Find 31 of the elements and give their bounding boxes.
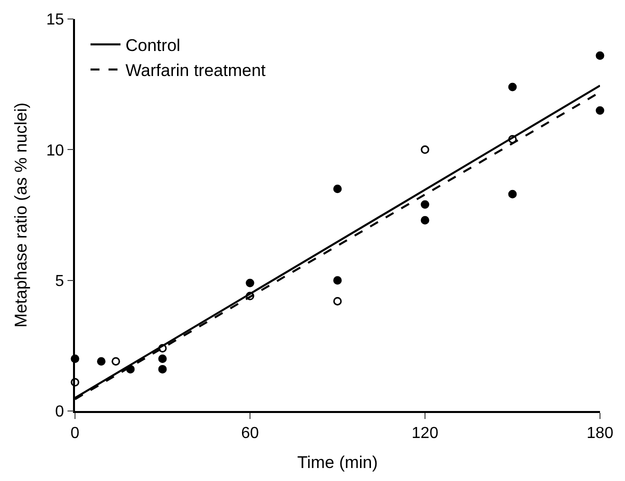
x-tick-label: 120 (412, 424, 438, 442)
point (158, 354, 167, 363)
x-tick-label: 0 (70, 424, 80, 442)
point (596, 106, 604, 115)
x-tick-label: 180 (586, 424, 614, 442)
point (508, 82, 517, 92)
point (333, 184, 342, 194)
point (333, 276, 342, 285)
point (246, 278, 254, 288)
y-axis-title: Metaphase ratio (as % nuclei) (11, 102, 30, 328)
point (333, 296, 342, 306)
point (246, 292, 254, 300)
legend-label: Control (126, 36, 180, 56)
y-tick-label: 10 (46, 142, 64, 160)
point (420, 216, 430, 224)
x-axis-title: Time (min) (297, 452, 378, 472)
point (158, 364, 167, 374)
point (420, 200, 430, 209)
point (70, 378, 80, 386)
point (112, 357, 120, 366)
y-tick-label: 5 (55, 272, 64, 290)
x-tick-label: 60 (241, 424, 259, 442)
point (596, 51, 604, 60)
point (508, 190, 517, 198)
point (508, 134, 517, 144)
y-tick-label: 0 (55, 404, 64, 421)
point (420, 145, 430, 154)
point (97, 357, 106, 366)
y-tick-label: 15 (46, 12, 64, 29)
legend-label: Warfarin treatment (126, 61, 266, 80)
point (158, 344, 167, 353)
